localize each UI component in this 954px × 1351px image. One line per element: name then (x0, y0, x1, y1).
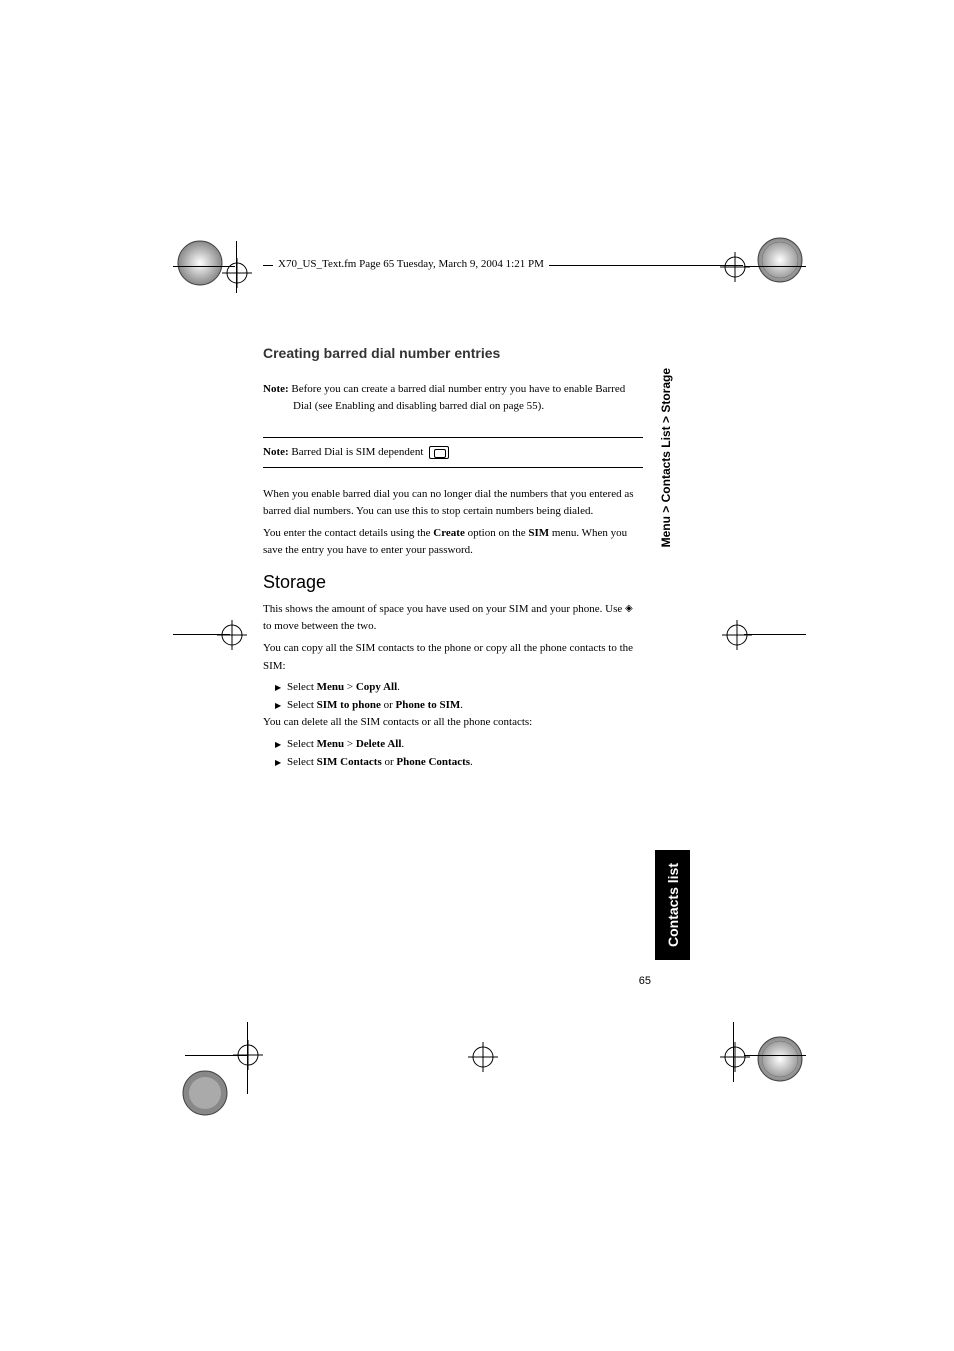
crop-line (744, 266, 806, 267)
list-item: Select SIM Contacts or Phone Contacts. (275, 754, 643, 772)
note-label: Note: (263, 446, 289, 458)
registration-mark-bottom-left (233, 1040, 263, 1075)
note-text-content: Barred Dial is SIM dependent (289, 446, 426, 458)
registration-mark-bottom-right (720, 1042, 750, 1077)
note-box-1: Note: Before you can create a barred dia… (263, 376, 643, 419)
registration-mark-top-right (720, 252, 750, 287)
crop-line (185, 1055, 247, 1056)
registration-mark-top-left (222, 258, 252, 293)
crop-line (744, 1055, 806, 1056)
sidebar-tab: Contacts list (655, 850, 690, 960)
body-paragraph: You can copy all the SIM contacts to the… (263, 640, 643, 675)
body-paragraph: This shows the amount of space you have … (263, 601, 643, 636)
corner-top-right (755, 235, 805, 290)
crop-line (173, 266, 235, 267)
page-number: 65 (639, 975, 651, 987)
note-label: Note: (263, 383, 289, 395)
breadcrumb: Menu > Contacts List > Storage (659, 368, 673, 547)
bullet-list: Select Menu > Delete All. Select SIM Con… (263, 736, 643, 771)
sidebar-tab-label: Contacts list (665, 863, 681, 947)
sidebar-breadcrumb-container: Menu > Contacts List > Storage (659, 368, 677, 547)
note-text-content: Before you can create a barred dial numb… (289, 383, 626, 412)
section-heading-barred-dial: Creating barred dial number entries (263, 345, 643, 361)
crop-line (247, 1022, 248, 1094)
nav-key-icon: ◈ (625, 601, 633, 617)
bullet-list: Select Menu > Copy All. Select SIM to ph… (263, 679, 643, 714)
list-item: Select SIM to phone or Phone to SIM. (275, 697, 643, 715)
note-box-2: Note: Barred Dial is SIM dependent (263, 437, 643, 468)
corner-bottom-right (755, 1034, 805, 1089)
registration-mark-mid-right (722, 620, 752, 655)
body-paragraph: When you enable barred dial you can no l… (263, 486, 643, 521)
body-paragraph: You can delete all the SIM contacts or a… (263, 714, 643, 732)
sim-icon (429, 446, 449, 459)
crop-line (173, 634, 230, 635)
crop-line (744, 634, 806, 635)
crop-line (733, 1022, 734, 1082)
crop-line (236, 241, 237, 293)
registration-mark-mid-left (217, 620, 247, 655)
list-item: Select Menu > Delete All. (275, 736, 643, 754)
header-text: X70_US_Text.fm Page 65 Tuesday, March 9,… (273, 258, 549, 270)
section-heading-storage: Storage (263, 572, 643, 593)
corner-bottom-left (180, 1068, 230, 1123)
list-item: Select Menu > Copy All. (275, 679, 643, 697)
body-paragraph: You enter the contact details using the … (263, 525, 643, 560)
registration-mark-bottom-center (468, 1042, 498, 1077)
